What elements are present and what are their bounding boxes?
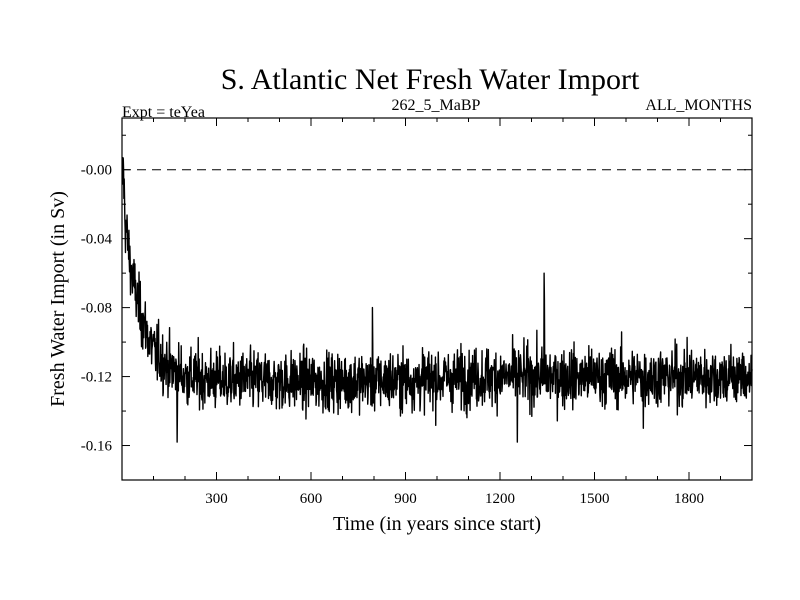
x-tick-label: 900 [394,491,417,507]
run-label: 262_5_MaBP [392,97,481,114]
y-tick-label: -0.00 [81,163,112,179]
y-tick-label: -0.12 [81,370,112,386]
y-tick-label: -0.16 [81,439,113,455]
x-tick-label: 1500 [580,491,610,507]
y-tick-label: -0.04 [81,232,113,248]
x-tick-label: 600 [300,491,323,507]
experiment-label: Expt = teYea [122,104,205,121]
chart-title: S. Atlantic Net Fresh Water Import [221,63,640,96]
x-axis-label: Time (in years since start) [333,513,541,535]
y-tick-label: -0.08 [81,301,112,317]
y-axis: -0.00 -0.04 -0.08 -0.12 -0.16 [81,134,752,455]
x-axis: 300 600 900 1200 1500 1800 [153,118,721,507]
x-tick-label: 300 [205,491,228,507]
months-label: ALL_MONTHS [645,97,752,114]
plot-area [121,156,753,443]
y-axis-label: Fresh Water Import (in Sv) [47,191,69,407]
x-tick-label: 1800 [674,491,704,507]
series-line [121,156,753,443]
x-tick-label: 1200 [485,491,515,507]
